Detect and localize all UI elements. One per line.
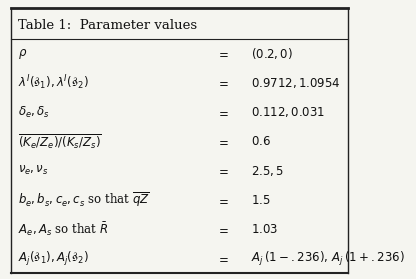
Text: $A_e, A_s$ so that $\bar{R}$: $A_e, A_s$ so that $\bar{R}$ (18, 221, 108, 238)
Text: $\nu_e, \nu_s$: $\nu_e, \nu_s$ (18, 164, 49, 177)
Text: $0.6$: $0.6$ (251, 135, 271, 148)
Text: $A_j\,(1-.236),\,A_j\,(1+.236)$: $A_j\,(1-.236),\,A_j\,(1+.236)$ (251, 250, 405, 268)
Text: $0.112, 0.031$: $0.112, 0.031$ (251, 105, 325, 119)
Text: $=$: $=$ (216, 47, 229, 60)
Text: $=$: $=$ (216, 76, 229, 90)
Text: $1.03$: $1.03$ (251, 223, 278, 236)
Text: Table 1:  Parameter values: Table 1: Parameter values (18, 19, 197, 32)
Text: $=$: $=$ (216, 135, 229, 148)
Text: $1.5$: $1.5$ (251, 194, 271, 207)
Text: $\lambda^{I}(\mathfrak{s}_1), \lambda^{I}(\mathfrak{s}_2)$: $\lambda^{I}(\mathfrak{s}_1), \lambda^{I… (18, 74, 89, 92)
Text: $b_e, b_s, c_e, c_s$ so that $\overline{qZ}$: $b_e, b_s, c_e, c_s$ so that $\overline{… (18, 191, 150, 210)
Text: $=$: $=$ (216, 252, 229, 265)
Text: $=$: $=$ (216, 164, 229, 177)
Text: $0.9712, 1.0954$: $0.9712, 1.0954$ (251, 76, 341, 90)
Text: $A_j(\mathfrak{s}_1), A_j(\mathfrak{s}_2)$: $A_j(\mathfrak{s}_1), A_j(\mathfrak{s}_2… (18, 250, 89, 268)
Text: $(0.2, 0)$: $(0.2, 0)$ (251, 46, 293, 61)
Text: $=$: $=$ (216, 223, 229, 236)
Text: $\rho$: $\rho$ (18, 47, 27, 61)
Text: $\delta_e, \delta_s$: $\delta_e, \delta_s$ (18, 105, 50, 120)
Text: $=$: $=$ (216, 106, 229, 119)
Text: $2.5, 5$: $2.5, 5$ (251, 164, 285, 178)
Text: $\overline{(K_e/Z_e)/(K_s/Z_s)}$: $\overline{(K_e/Z_e)/(K_s/Z_s)}$ (18, 132, 102, 151)
Text: $=$: $=$ (216, 194, 229, 207)
